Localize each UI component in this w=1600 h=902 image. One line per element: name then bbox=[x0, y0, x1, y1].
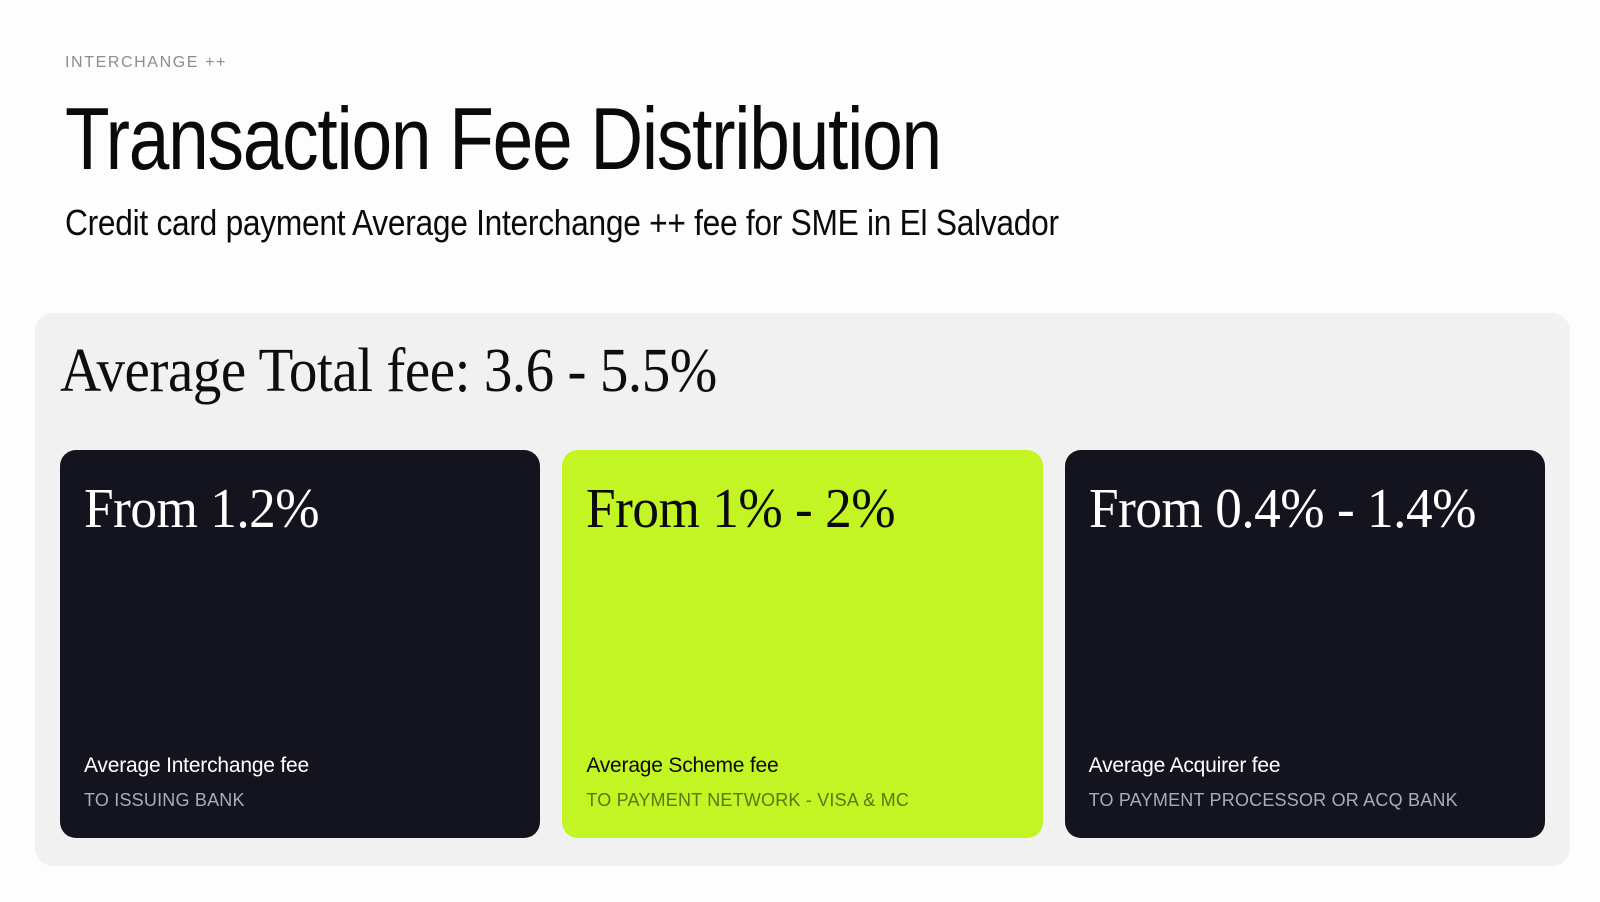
fee-card-label: Average Interchange fee bbox=[84, 754, 310, 778]
total-fee-heading: Average Total fee: 3.6 - 5.5% bbox=[60, 337, 717, 405]
fee-card-scheme: From 1% - 2% Average Scheme fee TO PAYME… bbox=[562, 450, 1043, 838]
fee-card-value: From 1.2% bbox=[84, 478, 320, 540]
fee-card-acquirer: From 0.4% - 1.4% Average Acquirer fee TO… bbox=[1064, 450, 1545, 838]
fee-card-interchange: From 1.2% Average Interchange fee TO ISS… bbox=[60, 450, 541, 838]
fee-card-footer: Average Acquirer fee TO PAYMENT PROCESSO… bbox=[1089, 753, 1521, 812]
page-subtitle: Credit card payment Average Interchange … bbox=[65, 202, 1059, 244]
fee-card-footer: Average Interchange fee TO ISSUING BANK bbox=[84, 753, 516, 812]
fee-summary-panel: Average Total fee: 3.6 - 5.5% From 1.2% … bbox=[35, 313, 1570, 866]
eyebrow-label: INTERCHANGE ++ bbox=[65, 54, 227, 71]
fee-card-caption: TO PAYMENT NETWORK - VISA & MC bbox=[586, 790, 910, 811]
page-header: INTERCHANGE ++ Transaction Fee Distribut… bbox=[65, 55, 1560, 243]
page-title: Transaction Fee Distribution bbox=[65, 89, 942, 188]
fee-card-caption: TO PAYMENT PROCESSOR OR ACQ BANK bbox=[1088, 790, 1458, 811]
fee-card-value: From 0.4% - 1.4% bbox=[1088, 478, 1476, 540]
fee-card-label: Average Scheme fee bbox=[586, 754, 779, 778]
fee-card-label: Average Acquirer fee bbox=[1088, 754, 1281, 778]
fee-card-value: From 1% - 2% bbox=[586, 478, 896, 540]
fee-card-list: From 1.2% Average Interchange fee TO ISS… bbox=[60, 450, 1545, 838]
fee-card-footer: Average Scheme fee TO PAYMENT NETWORK - … bbox=[586, 753, 1018, 812]
fee-card-caption: TO ISSUING BANK bbox=[84, 790, 245, 811]
